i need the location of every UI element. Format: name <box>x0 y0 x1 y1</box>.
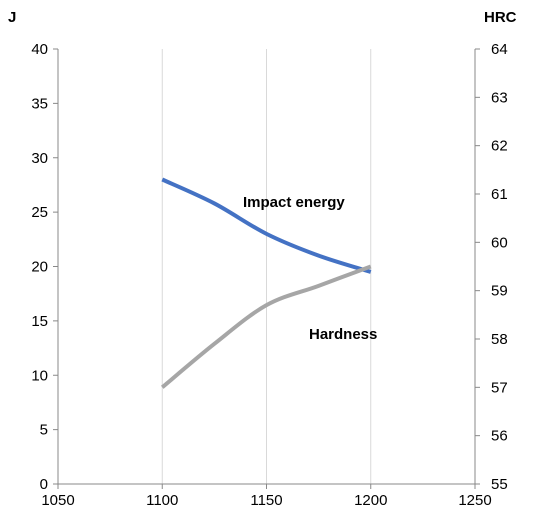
right-tick-label: 64 <box>491 41 508 58</box>
right-tick-label: 58 <box>491 331 508 348</box>
series-label-impact-energy: Impact energy <box>243 194 345 211</box>
axes: 1050 1100 1150 1200 1250 0 5 10 15 20 25 30 35 40 55 56… <box>31 41 507 509</box>
left-tick-label: 10 <box>31 367 48 384</box>
right-tick-label: 55 <box>491 476 508 493</box>
x-tick-label: 1200 <box>354 492 387 509</box>
right-tick-label: 63 <box>491 89 508 106</box>
x-tick-label: 1250 <box>458 492 491 509</box>
series-line-impact-energy <box>161 177 372 274</box>
left-tick-label: 25 <box>31 204 48 221</box>
series <box>160 177 372 389</box>
right-tick-label: 59 <box>491 283 508 300</box>
labels: J HRC Impact energy Hardness <box>8 9 517 343</box>
x-tick-label: 1150 <box>250 492 282 509</box>
series-line-hardness <box>160 264 372 389</box>
left-axis-unit: J <box>8 9 16 26</box>
series-label-hardness: Hardness <box>309 326 377 343</box>
right-tick-label: 57 <box>491 379 508 396</box>
left-tick-label: 30 <box>31 150 48 167</box>
right-tick-label: 56 <box>491 428 508 445</box>
left-tick-label: 20 <box>31 259 48 276</box>
left-tick-label: 5 <box>40 422 48 439</box>
x-tick-label: 1050 <box>41 492 74 509</box>
grid <box>161 49 372 484</box>
x-tick-label: 1100 <box>146 492 178 509</box>
right-tick-label: 60 <box>491 234 508 251</box>
left-tick-label: 15 <box>31 313 48 330</box>
right-axis-unit: HRC <box>484 9 517 26</box>
left-tick-label: 0 <box>40 476 48 493</box>
left-tick-label: 40 <box>31 41 48 58</box>
right-tick-label: 62 <box>491 138 508 155</box>
right-tick-label: 61 <box>491 186 508 203</box>
left-tick-label: 35 <box>31 95 48 112</box>
